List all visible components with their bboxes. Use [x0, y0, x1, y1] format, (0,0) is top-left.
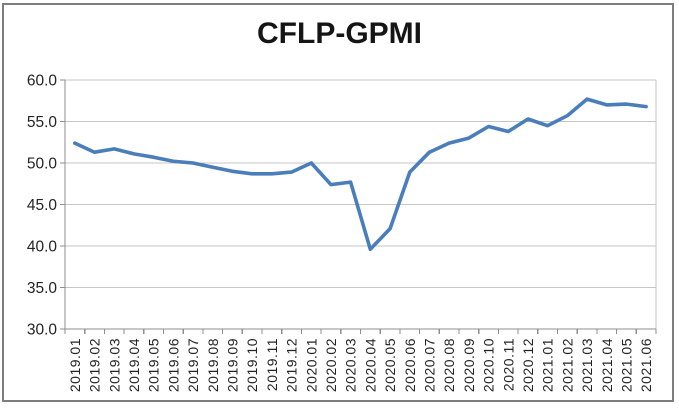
x-tick-label: 2020.03	[343, 338, 359, 392]
x-tick-label: 2019.04	[126, 338, 142, 392]
x-tick-label: 2021.05	[618, 338, 634, 392]
x-tick-label: 2019.08	[205, 338, 221, 392]
series-line-gpmi	[73, 97, 648, 252]
x-tick-label: 2021.04	[599, 338, 615, 392]
x-tick-label: 2020.11	[500, 338, 516, 391]
x-tick-label: 2019.06	[165, 338, 181, 392]
y-tick-label: 35.0	[27, 280, 58, 297]
x-axis-labels: 2019.01 2019.02 2019.03 2019.04 2019.05 2019.…	[67, 338, 654, 392]
x-tick-label: 2020.01	[303, 338, 319, 392]
y-tick-label: 30.0	[27, 322, 58, 339]
x-tick-label: 2020.08	[441, 338, 457, 392]
gridlines	[65, 79, 657, 329]
chart-title: CFLP-GPMI	[257, 17, 422, 50]
x-tick-label: 2019.12	[284, 338, 300, 392]
x-tick-label: 2021.03	[579, 338, 595, 392]
y-tick-label: 60.0	[27, 73, 58, 90]
x-tick-label: 2020.07	[421, 338, 437, 392]
y-tick-label: 55.0	[27, 114, 58, 131]
y-tick-label: 50.0	[27, 156, 58, 173]
x-tick-label: 2019.01	[67, 338, 83, 392]
x-tick-label: 2019.05	[146, 338, 162, 392]
x-tick-label: 2019.11	[264, 338, 280, 391]
x-tick-label: 2021.02	[559, 338, 575, 392]
y-tick-label: 45.0	[27, 197, 58, 214]
x-tick-label: 2021.06	[638, 338, 654, 392]
x-tick-label: 2020.02	[323, 338, 339, 392]
x-tick-label: 2020.06	[402, 338, 418, 392]
x-tick-label: 2019.02	[87, 338, 103, 392]
data-series	[73, 97, 648, 252]
axes	[60, 79, 657, 334]
x-tick-label: 2019.07	[185, 338, 201, 392]
x-tick-label: 2019.09	[224, 338, 240, 392]
y-axis-labels: 30.0 35.0 40.0 45.0 50.0 55.0 60.0	[27, 73, 58, 339]
x-tick-label: 2019.03	[106, 338, 122, 392]
x-tick-label: 2020.09	[461, 338, 477, 392]
x-tick-label: 2020.05	[382, 338, 398, 392]
x-tick-label: 2019.10	[244, 338, 260, 392]
x-tick-label: 2020.10	[481, 338, 497, 392]
x-tick-label: 2021.01	[540, 338, 556, 392]
y-tick-label: 40.0	[27, 239, 58, 256]
x-tick-label: 2020.12	[520, 338, 536, 392]
x-tick-label: 2020.04	[362, 338, 378, 392]
